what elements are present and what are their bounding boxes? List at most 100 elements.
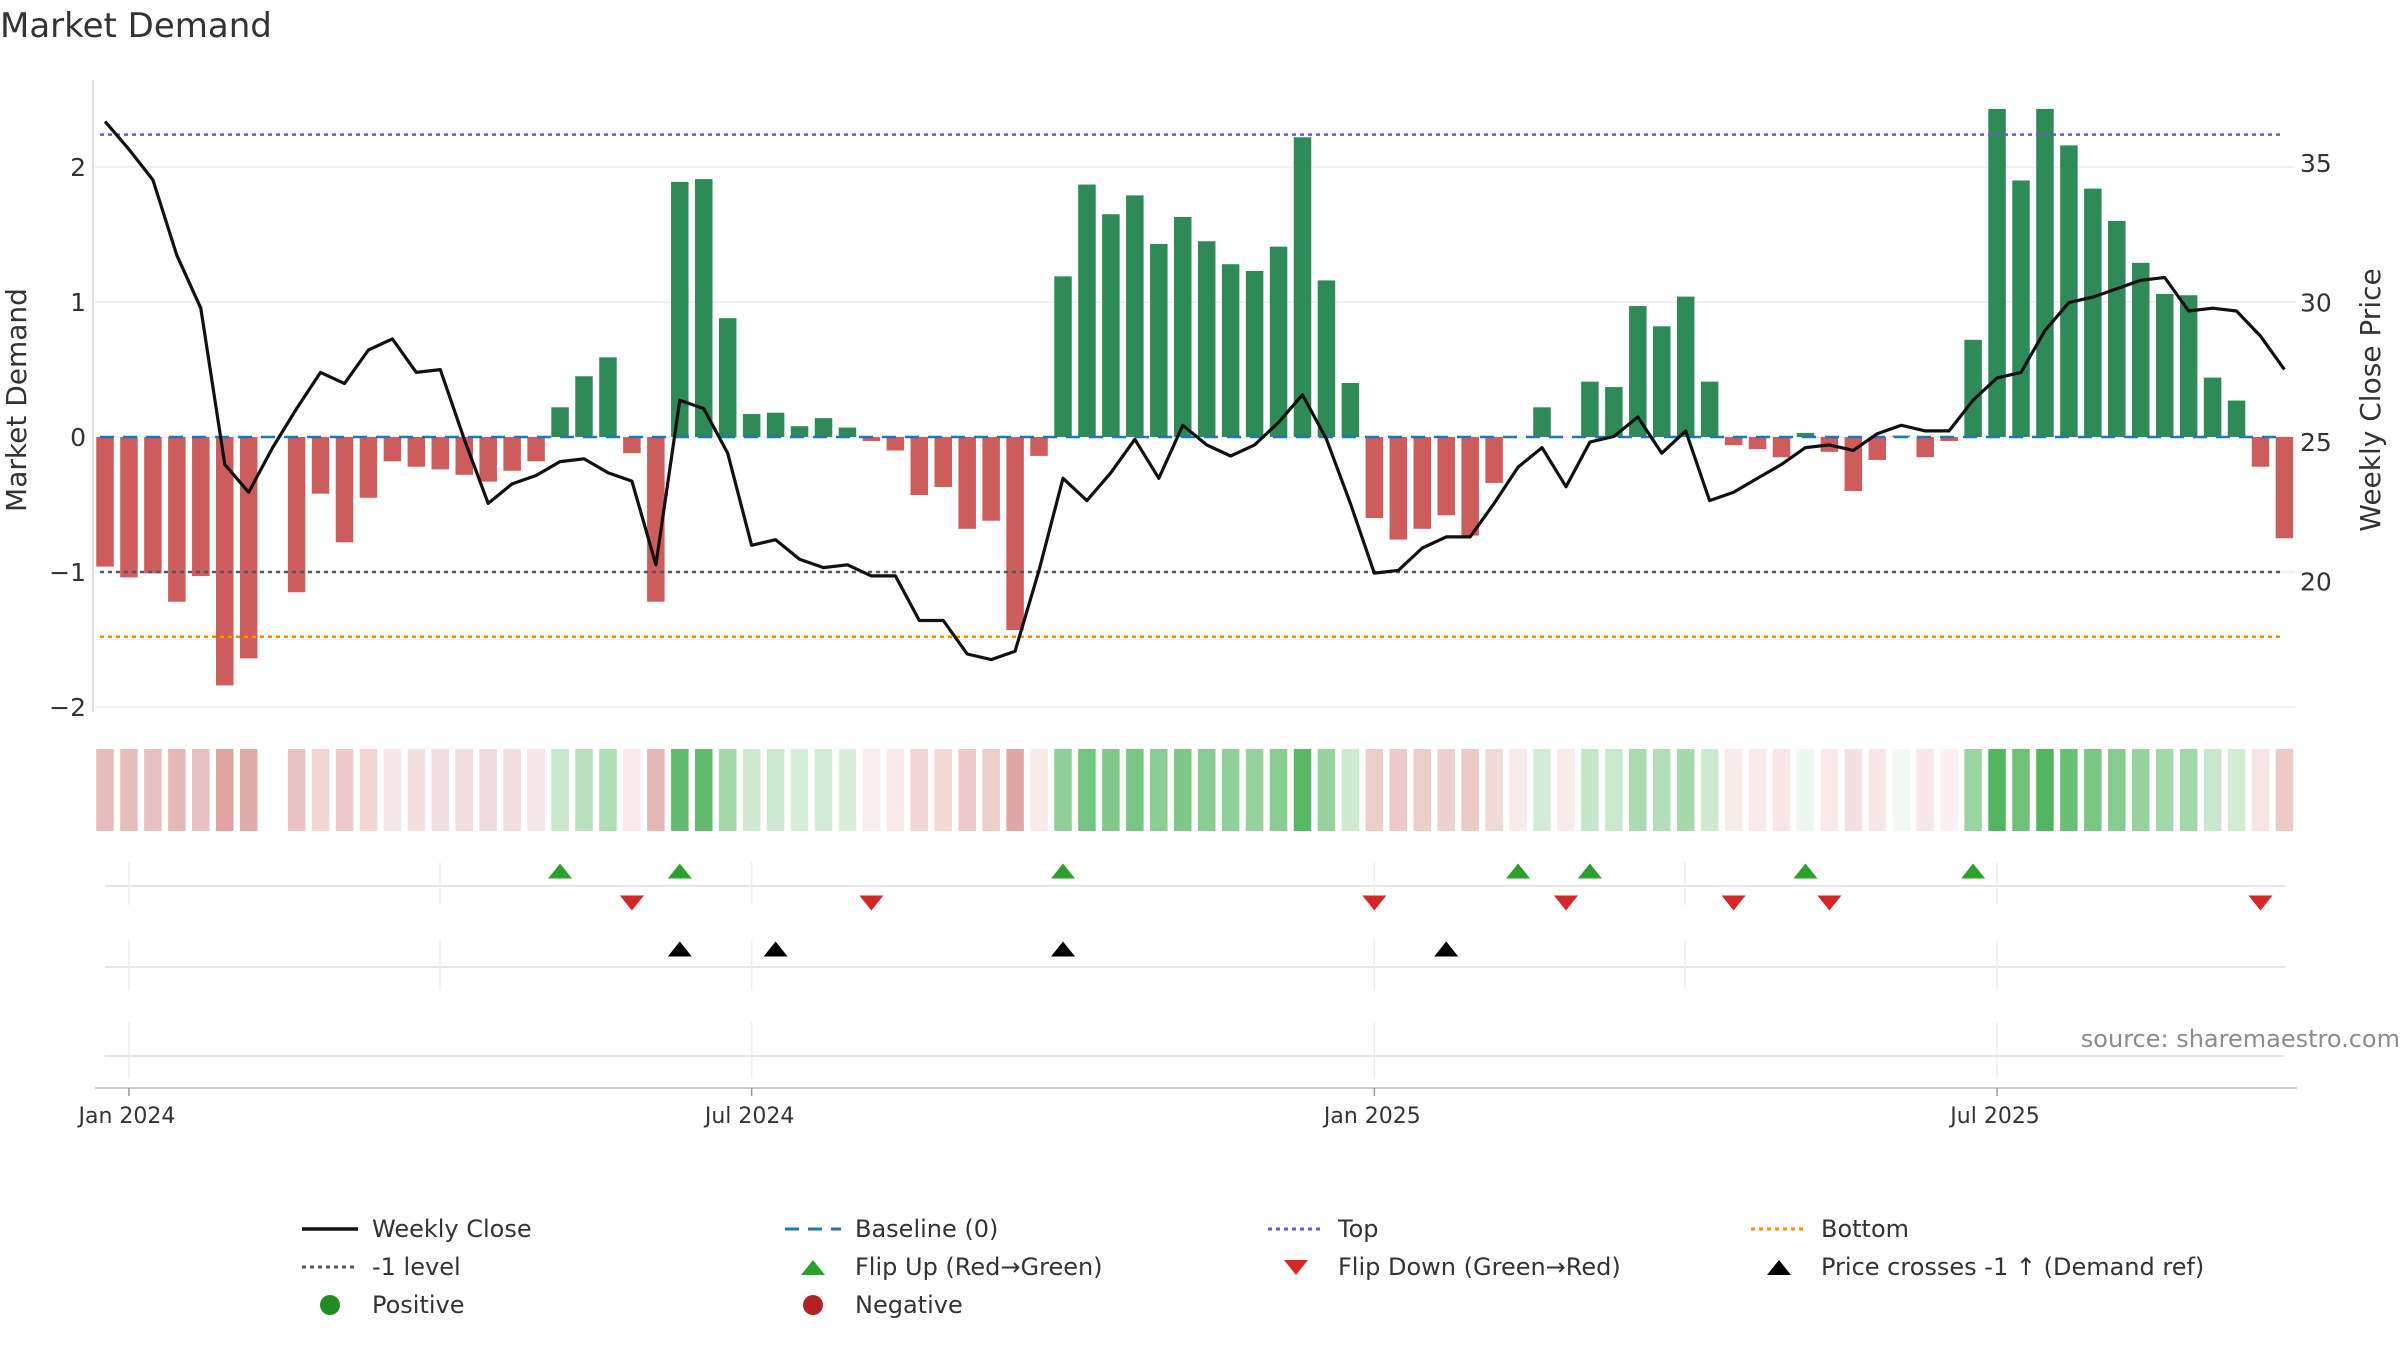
positive-bar xyxy=(766,412,785,437)
heat-strip-cell xyxy=(1269,749,1288,831)
positive-bar xyxy=(575,376,593,437)
negative-bar xyxy=(479,437,497,482)
heat-strip-cell xyxy=(766,749,785,831)
heat-strip-cell xyxy=(1581,749,1599,831)
negative-bar xyxy=(1413,437,1431,529)
x-tick-label: Jan 2025 xyxy=(1322,1104,1421,1129)
legend-symbol-icon xyxy=(1284,1260,1308,1275)
legend-symbol-icon xyxy=(302,1227,358,1231)
heat-strip-cell xyxy=(1245,749,1264,831)
legend-item: Top xyxy=(1266,1210,1379,1248)
y2-tick-label: 20 xyxy=(2300,568,2332,597)
negative-bar xyxy=(1365,437,1384,518)
flip-up-marker xyxy=(667,863,692,879)
negative-bar xyxy=(239,437,258,659)
heat-strip-cell xyxy=(239,749,258,831)
heat-strip-cell xyxy=(1796,749,1815,831)
positive-bar xyxy=(1078,184,1096,437)
legend-label: -1 level xyxy=(372,1253,461,1281)
flip-down-marker xyxy=(1721,895,1746,911)
negative-bar xyxy=(192,437,210,577)
y-tick-label: 1 xyxy=(70,288,86,317)
flip-down-marker xyxy=(2248,895,2273,911)
negative-bar xyxy=(1868,437,1887,460)
heat-strip-cell xyxy=(2012,749,2030,831)
heat-strip-cell xyxy=(1341,749,1360,831)
heat-strip-cell xyxy=(838,749,857,831)
heat-strip-cell xyxy=(623,749,641,831)
y2-axis-label: Weekly Close Price xyxy=(2354,268,2387,531)
heat-strip-cell xyxy=(671,749,689,831)
positive-bar xyxy=(1629,306,1647,437)
negative-bar xyxy=(958,437,976,529)
negative-bar xyxy=(2251,437,2270,467)
legend-item: -1 level xyxy=(300,1248,461,1286)
negative-bar xyxy=(647,437,665,602)
heat-strip-cell xyxy=(910,749,929,831)
legend-item: Weekly Close xyxy=(300,1210,532,1248)
flip-up-marker xyxy=(1506,863,1531,879)
heat-strip-cell xyxy=(1461,749,1479,831)
y2-tick-label: 25 xyxy=(2300,428,2332,457)
heat-strip-cell xyxy=(599,749,617,831)
heat-strip-cell xyxy=(407,749,426,831)
negative-bar xyxy=(407,437,426,467)
negative-bar xyxy=(1940,437,1958,442)
legend-symbol-icon xyxy=(320,1295,340,1315)
heat-strip-cell xyxy=(647,749,665,831)
negative-bar xyxy=(623,437,641,454)
y2-tick-label: 35 xyxy=(2300,149,2332,178)
positive-bar xyxy=(1653,326,1671,437)
negative-bar xyxy=(335,437,354,543)
heat-strip-cell xyxy=(1653,749,1671,831)
negative-bar xyxy=(96,437,114,567)
negative-bar xyxy=(1389,437,1408,540)
positive-bar xyxy=(2012,180,2030,437)
positive-bar xyxy=(1796,432,1815,437)
heat-strip-cell xyxy=(1820,749,1839,831)
x-tick-label: Jul 2025 xyxy=(1948,1104,2040,1129)
positive-bar xyxy=(2132,262,2150,437)
negative-bar xyxy=(311,437,330,494)
y-tick-label: 2 xyxy=(70,153,86,182)
heat-strip-cell xyxy=(2203,749,2222,831)
negative-bar xyxy=(120,437,138,578)
positive-bar xyxy=(2084,188,2102,437)
negative-bar xyxy=(934,437,952,487)
positive-bar xyxy=(1533,407,1551,437)
positive-bar xyxy=(742,414,761,437)
negative-bar xyxy=(359,437,378,498)
heat-strip-cell xyxy=(1892,749,1910,831)
heat-strip-cell xyxy=(1150,749,1168,831)
positive-bar xyxy=(671,181,689,437)
positive-bar xyxy=(1964,339,1982,437)
heat-strip-cell xyxy=(2251,749,2270,831)
legend-symbol-icon xyxy=(1751,1227,1807,1231)
legend-item: Positive xyxy=(300,1286,465,1324)
y-tick-label: 0 xyxy=(70,423,86,452)
heat-strip-cell xyxy=(1054,749,1072,831)
negative-bar xyxy=(886,437,905,451)
negative-bar xyxy=(216,437,234,686)
negative-bar xyxy=(287,437,306,593)
heat-strip-cell xyxy=(1437,749,1455,831)
heat-strip-cell xyxy=(886,749,905,831)
positive-bar xyxy=(2155,293,2174,437)
legend-symbol-icon xyxy=(785,1227,841,1231)
positive-bar xyxy=(1581,381,1599,437)
positive-bar xyxy=(1676,296,1695,437)
heat-strip-cell xyxy=(1772,749,1791,831)
legend-item: Baseline (0) xyxy=(783,1210,998,1248)
heat-strip-cell xyxy=(2108,749,2126,831)
positive-bar xyxy=(1988,108,2006,437)
heat-strip-cell xyxy=(2227,749,2246,831)
y-tick-label: −1 xyxy=(49,558,86,587)
heat-strip-cell xyxy=(1078,749,1096,831)
positive-bar xyxy=(1605,387,1623,437)
heat-strip-cell xyxy=(551,749,569,831)
positive-bar xyxy=(718,318,737,437)
positive-bar xyxy=(1126,195,1144,437)
negative-bar xyxy=(910,437,929,496)
heat-strip-cell xyxy=(1676,749,1695,831)
